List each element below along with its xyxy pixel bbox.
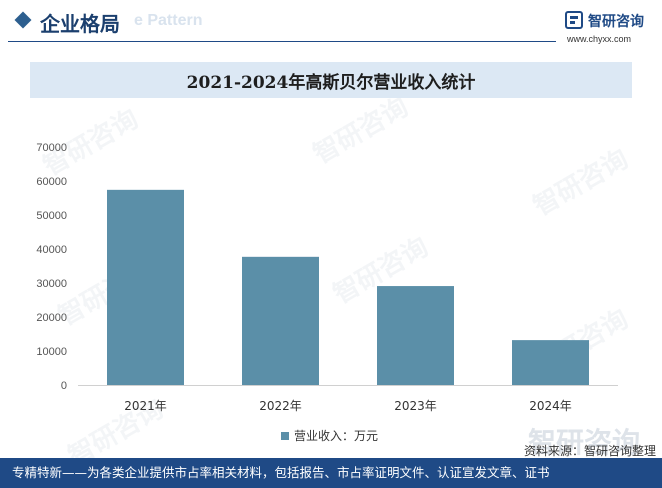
watermark-text: 智研咨询 [38, 103, 144, 182]
watermark-text: 智研咨询 [308, 91, 414, 170]
logo-name: 智研咨询 [588, 14, 644, 30]
watermark-text: 智研咨询 [53, 253, 159, 332]
footer-banner: 专精特新——为各类企业提供市占率相关材料，包括报告、市占率证明文件、认证宣发文章… [0, 458, 662, 488]
chart-legend: 营业收入：万元 [281, 427, 378, 444]
source-note: 资料来源：智研咨询整理 [523, 444, 656, 458]
y-tick-label: 70000 [36, 142, 67, 154]
y-tick-label: 40000 [36, 244, 67, 256]
header-divider [8, 41, 556, 42]
x-tick-label: 2021年 [124, 399, 167, 413]
bar-2023年 [377, 286, 454, 385]
chart-title: 2021-2024年高斯贝尔营业收入统计 [30, 62, 632, 98]
header-ghost-text: e Pattern [134, 12, 203, 29]
y-tick-label: 10000 [36, 346, 67, 358]
legend-label: 营业收入：万元 [294, 429, 379, 443]
bars-group [107, 189, 589, 385]
legend-swatch [281, 431, 289, 440]
x-tick-label: 2023年 [394, 399, 437, 413]
bar-2024年 [512, 340, 589, 385]
axis-labels-group: 0 10000 20000 30000 40000 50000 60000 70000 2021… [36, 142, 571, 413]
x-tick-label: 2022年 [259, 399, 302, 413]
zhiyan-logo-icon [565, 11, 583, 29]
y-tick-label: 60000 [36, 176, 67, 188]
watermark-text: 智研咨询 [328, 231, 434, 310]
watermark-text: 智研咨询 [528, 143, 634, 222]
diamond-icon [14, 11, 32, 29]
y-tick-label: 20000 [36, 312, 67, 324]
x-tick-label: 2024年 [529, 399, 572, 413]
watermark-text: 智研咨询 [528, 303, 634, 382]
logo-url: www.chyxx.com [567, 34, 632, 44]
bar-2022年 [242, 256, 319, 385]
y-tick-label: 50000 [36, 210, 67, 222]
y-tick-label: 30000 [36, 278, 67, 290]
section-title: 企业格局 [40, 12, 120, 36]
y-tick-label: 0 [61, 380, 67, 392]
bar-2021年 [107, 189, 184, 385]
